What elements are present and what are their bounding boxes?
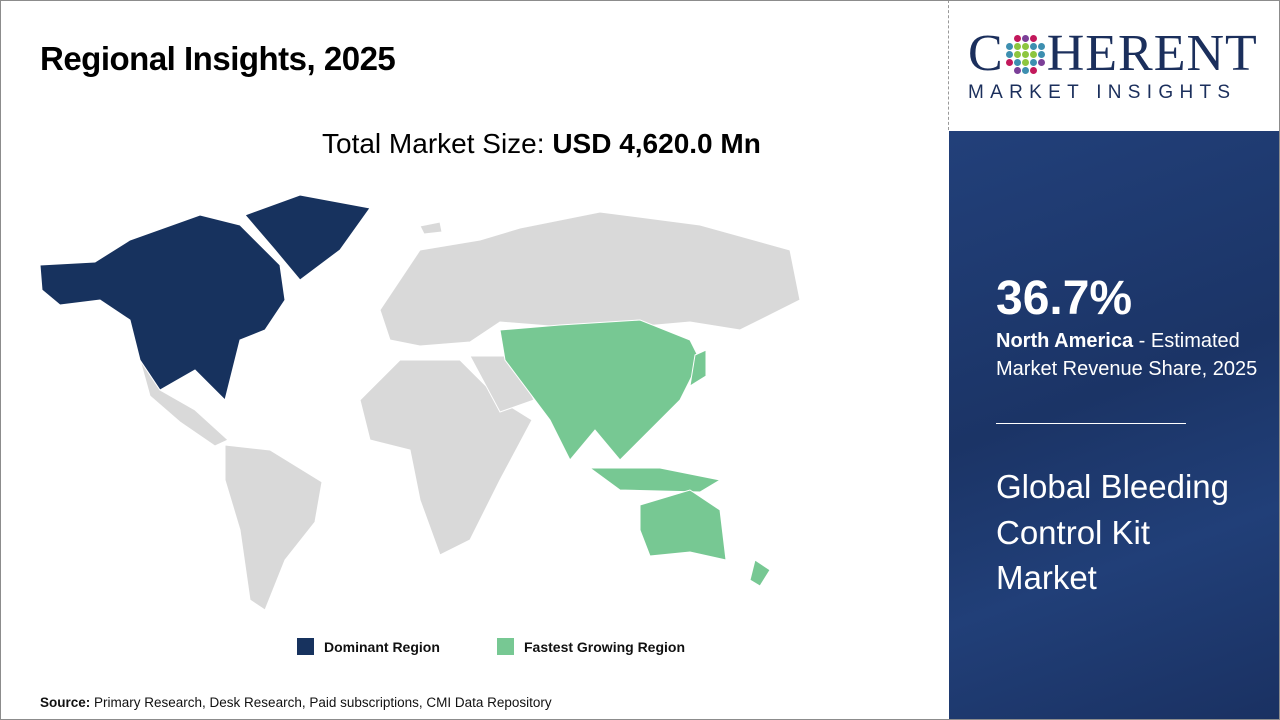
legend-fastest: Fastest Growing Region [497, 638, 685, 655]
southeast-asia-islands [588, 467, 722, 493]
source-note: Source: Primary Research, Desk Research,… [40, 695, 552, 710]
australia [639, 489, 727, 561]
globe-icon [1005, 34, 1045, 74]
legend-label: Fastest Growing Region [524, 638, 686, 655]
share-percent: 36.7% [996, 272, 1133, 325]
market-name: Global Bleeding Control Kit Market [996, 468, 1229, 596]
asia-pacific [499, 319, 701, 461]
north-america [39, 214, 286, 401]
divider [948, 0, 949, 130]
south-america [224, 444, 323, 611]
page-title: Regional Insights, 2025 [40, 40, 396, 77]
greenland [244, 194, 371, 281]
world-map [39, 194, 801, 611]
market-size-value: USD 4,620.0 Mn [552, 128, 761, 159]
fastest-swatch [497, 638, 514, 655]
legend-label: Dominant Region [324, 638, 440, 655]
legend-dominant: Dominant Region [297, 638, 440, 655]
logo: C HERENT MARKET INSIGHTS [968, 25, 1258, 104]
total-market-size: Total Market Size: USD 4,620.0 Mn [322, 128, 761, 159]
africa [359, 359, 533, 556]
japan [689, 349, 707, 388]
central-america [139, 359, 229, 447]
share-description: North America - Estimated Market Revenue… [996, 330, 1258, 380]
panel-divider [996, 423, 1186, 424]
new-zealand [749, 559, 771, 587]
iceland [419, 221, 443, 235]
highlight-panel: 36.7% North America - Estimated Market R… [949, 131, 1279, 719]
europe-north-asia [379, 211, 801, 347]
dominant-swatch [297, 638, 314, 655]
